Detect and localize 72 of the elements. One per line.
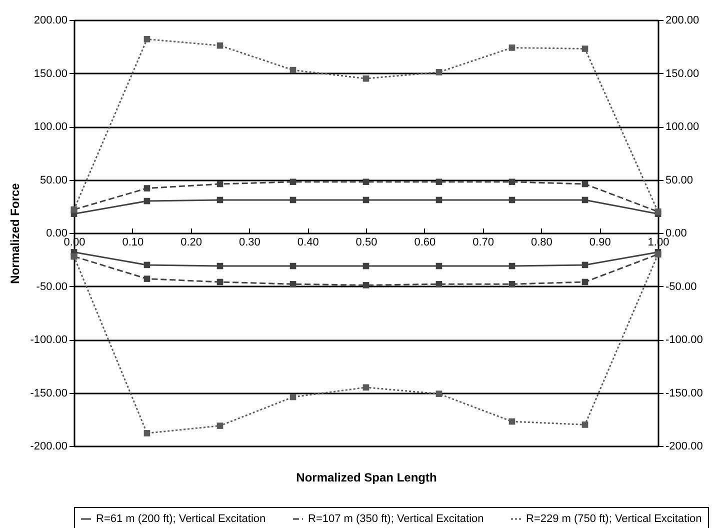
point (362, 262, 370, 270)
point (362, 75, 370, 82)
point (362, 196, 370, 204)
x-tick-label: 0.20 (180, 236, 202, 248)
x-tick-label: 0.40 (297, 236, 319, 248)
point (216, 196, 224, 204)
y2-tick-label: 50.00 (666, 174, 694, 186)
point (508, 280, 516, 288)
y-tick-label: -100.00 (30, 334, 68, 346)
y-tick-label: 50.00 (40, 174, 68, 186)
point (290, 178, 296, 186)
point (436, 178, 442, 186)
x-tick-label: 0.30 (238, 236, 260, 248)
point (436, 390, 442, 397)
y2-tick-label: 200.00 (666, 14, 700, 26)
point (290, 262, 296, 270)
point (508, 178, 516, 186)
y-tick-label: -50.00 (36, 280, 68, 293)
point (216, 278, 224, 286)
y2-tick-label: -200.00 (666, 440, 703, 452)
y-axis-title: Normalized Force (8, 182, 22, 284)
point (144, 276, 150, 282)
point (216, 180, 224, 188)
y2-tick-label: 100.00 (666, 121, 700, 133)
x-axis-title: Normalized Span Length (296, 470, 437, 484)
y-tick-label: 150.00 (34, 68, 68, 80)
point (144, 430, 150, 436)
y-tick-label: 200.00 (34, 14, 68, 26)
point (582, 46, 588, 52)
y2-tick-label: -50.00 (666, 280, 697, 293)
legend-label: R=229 m (750 ft); Vertical Excitation (526, 513, 702, 525)
point (216, 422, 224, 429)
legend-label: R=107 m (350 ft); Vertical Excitation (308, 513, 484, 525)
y2-tick-label: 150.00 (666, 68, 700, 80)
point (582, 180, 588, 188)
point (216, 42, 224, 49)
y2-tick-label: -100.00 (666, 334, 703, 346)
x-tick-label: 0.10 (122, 236, 144, 248)
point (436, 196, 442, 204)
x-tick-label: 0.70 (472, 236, 494, 248)
point (582, 422, 588, 428)
point (290, 280, 296, 288)
point (144, 36, 150, 42)
point (508, 196, 516, 204)
point (144, 185, 150, 192)
point (436, 262, 442, 270)
point (582, 278, 588, 286)
legend-label: R=61 m (200 ft); Vertical Excitation (96, 513, 266, 525)
point (290, 196, 296, 204)
y-tick-label: -200.00 (30, 440, 68, 452)
point (144, 262, 150, 268)
x-tick-label: 0.50 (356, 236, 378, 248)
x-tick-label: 0.90 (589, 236, 611, 248)
x-tick-label: 0.60 (414, 236, 436, 248)
point (216, 262, 224, 270)
point (290, 394, 296, 400)
point (582, 196, 588, 204)
point (362, 178, 370, 186)
y2-tick-label: -150.00 (666, 387, 703, 400)
x-tick-label: 0.80 (530, 236, 552, 248)
point (362, 282, 370, 288)
point (508, 418, 516, 425)
y-tick-label: -150.00 (30, 387, 68, 400)
point (508, 44, 516, 51)
point (290, 66, 296, 74)
point (436, 69, 442, 76)
point (436, 280, 442, 288)
point (144, 198, 150, 204)
y-tick-label: 100.00 (34, 121, 68, 133)
point (362, 384, 370, 391)
point (508, 262, 516, 270)
point (582, 262, 588, 268)
